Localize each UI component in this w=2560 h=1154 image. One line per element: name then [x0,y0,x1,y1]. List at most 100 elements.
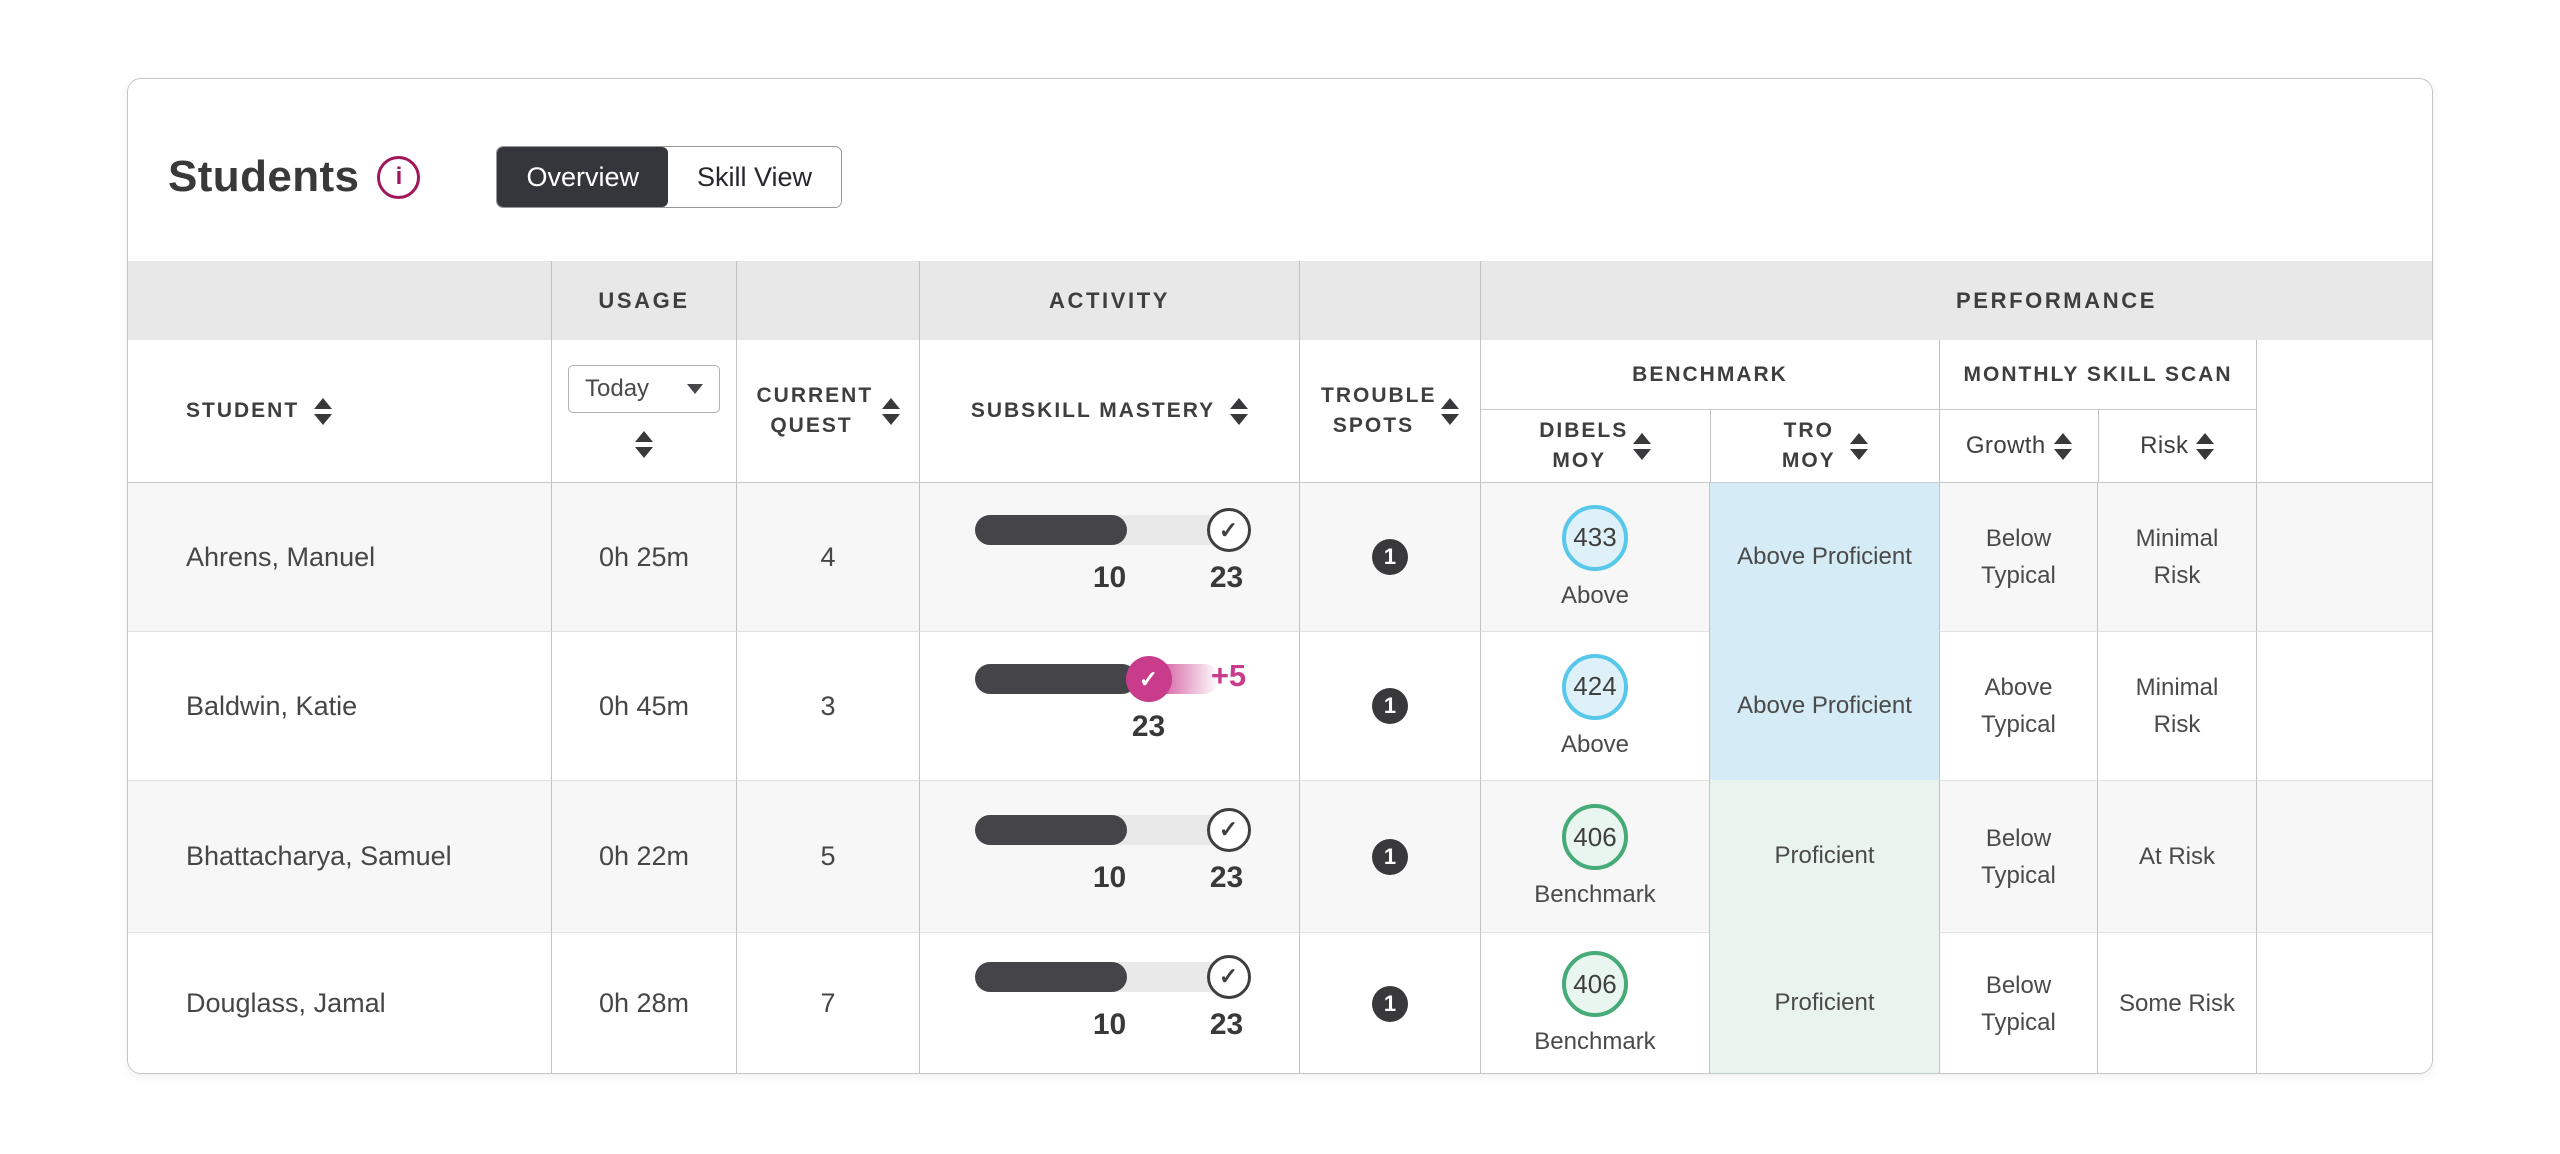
monthly-skill-scan-group-label: MONTHLY SKILL SCAN [1940,340,2256,410]
view-toggle: Overview Skill View [496,146,843,208]
group-header-spacer [128,261,551,340]
growth-cell: Above Typical [1939,631,2097,780]
mastery-total: 23 [1209,561,1244,594]
column-header-tro-moy[interactable]: TRO MOY [1709,410,1940,482]
sort-icon[interactable] [2053,432,2072,460]
row-spacer-cell [2256,780,2432,932]
mastery-gain-value: +5 [1210,658,1247,693]
trouble-spots-badge[interactable]: 1 [1372,838,1408,875]
current-quest-value: 5 [736,780,919,932]
mastery-current: 10 [1092,561,1127,594]
usage-filter-value: Today [585,374,650,402]
usage-value: 0h 28m [551,932,736,1073]
students-panel: Students i Overview Skill View USAGE ACT… [127,78,2433,1074]
dibels-score-label: Benchmark [1534,1028,1656,1055]
dibels-score-circle: 406 [1562,951,1628,1017]
dibels-moy-cell: 433 Above [1480,483,1709,631]
page-title: Students [168,152,360,201]
column-header-trouble-spots[interactable]: TROUBLE SPOTS [1299,340,1480,482]
sort-icon[interactable] [635,430,653,458]
sort-icon[interactable] [1850,432,1869,460]
table-row[interactable]: Ahrens, Manuel 0h 25m 4 ✓ 10 23 1 [128,483,2432,631]
usage-value: 0h 25m [551,483,736,631]
current-quest-value: 4 [736,483,919,631]
info-icon[interactable]: i [377,155,421,199]
dibels-moy-column-label: DIBELS MOY [1539,419,1629,472]
group-header-usage: USAGE [551,261,736,340]
subskill-mastery-cell: ✓ +5 23 [919,631,1299,780]
column-header-dibels-moy[interactable]: DIBELS MOY [1481,410,1710,482]
trouble-spots-cell: 1 [1299,932,1480,1073]
column-header-usage: Today [551,340,736,482]
mastery-current: 10 [1092,860,1127,894]
tab-overview[interactable]: Overview [497,147,668,207]
usage-filter-dropdown[interactable]: Today [568,364,720,413]
risk-cell: Minimal Risk [2097,631,2256,780]
trouble-spots-cell: 1 [1299,483,1480,631]
dibels-moy-cell: 406 Benchmark [1480,932,1709,1073]
sort-icon[interactable] [1230,397,1249,425]
dibels-score-label: Above [1560,581,1630,609]
usage-value: 0h 22m [551,780,736,932]
check-circle-icon: ✓ [1206,807,1251,852]
student-name[interactable]: Ahrens, Manuel [186,541,376,572]
column-header-row: STUDENT Today CURRENT QUEST SUBSKILL MAS… [128,340,2432,483]
sort-icon[interactable] [1441,397,1459,425]
group-header-row: USAGE ACTIVITY PERFORMANCE [128,261,2432,340]
growth-cell: Below Typical [1939,932,2097,1073]
column-header-risk[interactable]: Risk [2097,410,2257,482]
trouble-spots-badge[interactable]: 1 [1372,688,1408,724]
sort-icon[interactable] [314,397,333,425]
group-header-activity-left [736,261,919,340]
tro-moy-column-label: TRO MOY [1781,419,1836,472]
usage-value: 0h 45m [551,631,736,780]
table-row[interactable]: Baldwin, Katie 0h 45m 3 ✓ +5 23 1 [128,631,2432,780]
student-name[interactable]: Douglass, Jamal [128,932,551,1073]
subskill-mastery-column-label: SUBSKILL MASTERY [970,399,1216,422]
group-header-activity-right [1299,261,1480,340]
row-spacer-cell [2256,631,2432,780]
student-column-label: STUDENT [186,399,300,422]
trouble-spots-badge[interactable]: 1 [1372,539,1408,575]
risk-cell: At Risk [2097,780,2256,932]
check-circle-icon: ✓ [1125,656,1172,702]
table-row[interactable]: Bhattacharya, Samuel 0h 22m 5 ✓ 10 23 1 [128,780,2432,932]
panel-header: Students i Overview Skill View [128,79,2432,261]
mastery-progress-bar: ✓ +5 [974,656,1246,702]
current-quest-value: 7 [736,932,919,1073]
subskill-mastery-cell: ✓ 10 23 [919,780,1299,932]
tab-skill-view[interactable]: Skill View [667,147,842,207]
current-quest-column-label: CURRENT QUEST [756,384,874,437]
risk-cell: Minimal Risk [2097,483,2256,631]
dibels-score-circle: 406 [1562,804,1628,870]
column-header-growth[interactable]: Growth [1940,410,2098,482]
dibels-score-circle: 433 [1562,504,1628,571]
sort-icon[interactable] [881,397,900,425]
dibels-moy-cell: 424 Above [1480,631,1709,780]
check-circle-icon: ✓ [1206,954,1251,999]
trouble-spots-badge[interactable]: 1 [1372,985,1408,1022]
column-header-student[interactable]: STUDENT [128,340,551,482]
table-row[interactable]: Douglass, Jamal 0h 28m 7 ✓ 10 23 1 [128,932,2432,1073]
mastery-total: 23 [1209,860,1244,894]
dibels-score-label: Benchmark [1534,881,1656,908]
column-header-subskill-mastery[interactable]: SUBSKILL MASTERY [919,340,1299,482]
sort-icon[interactable] [2196,432,2215,460]
growth-column-label: Growth [1965,432,2046,459]
benchmark-group-label: BENCHMARK [1481,340,1939,410]
subskill-mastery-cell: ✓ 10 23 [919,932,1299,1073]
benchmark-subgroup: BENCHMARK DIBELS MOY TRO MOY [1480,340,1939,482]
mastery-current: 10 [1092,1007,1127,1041]
growth-cell: Below Typical [1939,483,2097,631]
column-header-current-quest[interactable]: CURRENT QUEST [736,340,919,482]
mastery-progress-bar: ✓ [974,807,1251,852]
dibels-score-label: Above [1560,730,1630,758]
sort-icon[interactable] [1633,432,1652,460]
column-header-spacer [2256,340,2432,482]
trouble-spots-cell: 1 [1299,631,1480,780]
student-name[interactable]: Baldwin, Katie [128,631,551,780]
student-name[interactable]: Bhattacharya, Samuel [128,780,551,932]
dibels-moy-cell: 406 Benchmark [1480,780,1709,932]
tro-moy-cell: Above Proficient [1709,483,1939,631]
mastery-progress-bar: ✓ [974,954,1251,999]
